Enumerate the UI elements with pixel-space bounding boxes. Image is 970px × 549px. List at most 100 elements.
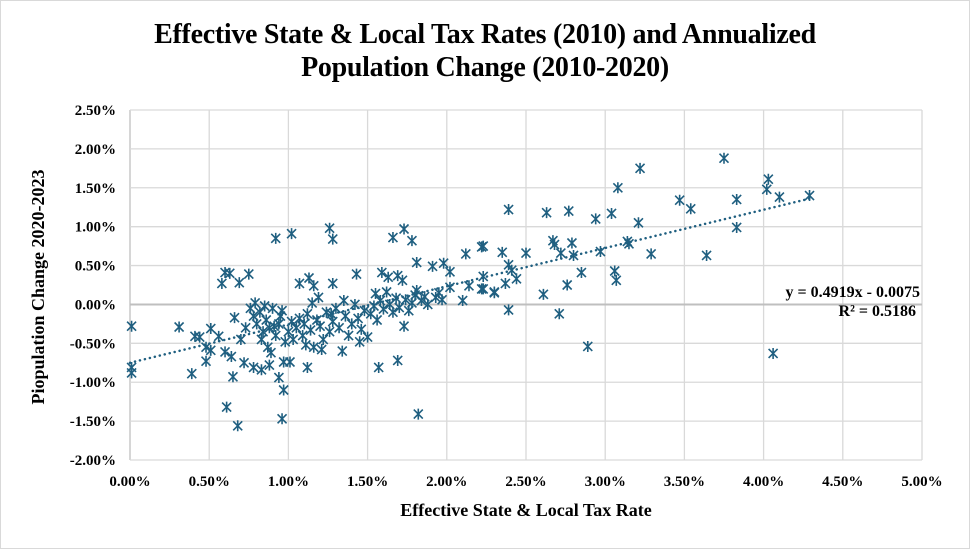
x-tick-label: 4.50% bbox=[822, 474, 863, 490]
data-point bbox=[511, 273, 522, 285]
data-point bbox=[229, 312, 240, 324]
data-point bbox=[194, 331, 205, 343]
data-point bbox=[243, 268, 254, 280]
chart-title: Effective State & Local Tax Rates (2010)… bbox=[0, 18, 970, 84]
data-point bbox=[200, 341, 212, 353]
data-point bbox=[503, 204, 514, 216]
data-point bbox=[250, 297, 261, 309]
data-point bbox=[235, 333, 246, 345]
data-point bbox=[346, 318, 357, 330]
data-point bbox=[444, 281, 456, 293]
trendline-equation: y = 0.4919x - 0.0075 bbox=[786, 284, 920, 301]
data-point bbox=[264, 359, 275, 371]
y-tick-label: 2.50% bbox=[75, 103, 116, 119]
data-point bbox=[240, 322, 251, 334]
y-tick-label: -1.00% bbox=[70, 375, 116, 391]
data-point bbox=[506, 264, 517, 276]
data-point bbox=[280, 336, 291, 348]
y-tick-label: 0.00% bbox=[75, 297, 116, 313]
data-point bbox=[248, 361, 259, 373]
data-point bbox=[356, 323, 367, 335]
data-point bbox=[595, 246, 606, 258]
data-point bbox=[438, 257, 449, 269]
data-point bbox=[256, 333, 267, 345]
data-point bbox=[568, 249, 579, 261]
data-point bbox=[288, 333, 299, 345]
data-point bbox=[291, 322, 302, 334]
data-point bbox=[478, 283, 489, 295]
data-point bbox=[224, 267, 235, 279]
x-tick-label: 3.50% bbox=[664, 474, 705, 490]
data-point bbox=[378, 303, 389, 315]
data-point bbox=[257, 326, 269, 338]
data-point bbox=[538, 288, 549, 300]
data-point bbox=[256, 364, 267, 376]
data-point bbox=[398, 223, 410, 235]
data-point bbox=[609, 265, 620, 277]
data-point bbox=[343, 330, 354, 342]
data-point bbox=[368, 300, 380, 312]
data-point bbox=[381, 286, 392, 298]
data-point bbox=[541, 207, 552, 219]
trendline-line bbox=[128, 197, 813, 365]
data-point bbox=[375, 295, 386, 307]
data-point bbox=[555, 247, 566, 259]
data-point bbox=[286, 316, 297, 328]
x-tick-label: 1.00% bbox=[268, 474, 309, 490]
data-point bbox=[216, 277, 227, 289]
data-point bbox=[326, 308, 337, 320]
data-point bbox=[489, 287, 500, 299]
data-point bbox=[383, 271, 394, 283]
data-point bbox=[411, 256, 422, 268]
y-tick-label: 1.00% bbox=[75, 220, 116, 236]
data-point bbox=[205, 323, 216, 335]
data-point bbox=[804, 190, 815, 202]
data-point bbox=[315, 320, 326, 332]
data-point bbox=[200, 355, 212, 367]
data-point bbox=[622, 235, 633, 247]
data-point bbox=[334, 322, 345, 334]
data-point bbox=[318, 333, 329, 345]
data-point bbox=[731, 221, 742, 233]
data-point bbox=[359, 305, 370, 317]
data-point bbox=[554, 308, 565, 320]
data-point bbox=[362, 331, 373, 343]
data-point bbox=[327, 233, 338, 245]
data-point bbox=[270, 232, 281, 244]
data-point bbox=[436, 294, 448, 306]
y-tick-label: 1.50% bbox=[75, 181, 116, 197]
data-point bbox=[174, 321, 185, 333]
data-point bbox=[259, 300, 270, 312]
x-tick-label: 5.00% bbox=[901, 474, 942, 490]
data-point bbox=[221, 401, 232, 413]
chart-title-line1: Effective State & Local Tax Rates (2010)… bbox=[154, 19, 816, 50]
data-point bbox=[731, 193, 742, 205]
x-tick-label: 0.00% bbox=[109, 474, 150, 490]
data-point bbox=[606, 207, 617, 219]
x-axis-ticks: 0.00% 0.50% 1.00% 1.50% 2.00% 2.50% 3.00% 3.50%… bbox=[109, 474, 942, 490]
data-point bbox=[308, 341, 319, 353]
x-tick-label: 2.50% bbox=[505, 474, 546, 490]
data-point bbox=[294, 277, 305, 289]
data-point bbox=[549, 239, 560, 251]
trendline bbox=[128, 197, 813, 365]
data-point bbox=[503, 304, 514, 316]
y-tick-label: -2.00% bbox=[70, 453, 116, 469]
data-point bbox=[387, 306, 399, 318]
x-tick-label: 3.00% bbox=[585, 474, 626, 490]
data-point bbox=[400, 294, 411, 306]
data-point bbox=[213, 330, 224, 342]
data-point bbox=[324, 326, 335, 338]
data-point bbox=[126, 367, 137, 379]
data-point bbox=[251, 318, 262, 330]
data-point bbox=[327, 277, 338, 289]
data-point bbox=[763, 173, 774, 185]
data-point bbox=[265, 347, 277, 359]
data-point bbox=[267, 302, 278, 314]
data-point bbox=[340, 310, 351, 322]
y-axis-title: Piopulation Change 2020-2023 bbox=[28, 169, 48, 404]
y-tick-label: -1.50% bbox=[70, 414, 116, 430]
data-point bbox=[324, 222, 335, 234]
y-tick-label: -0.50% bbox=[70, 336, 116, 352]
data-point bbox=[520, 247, 532, 259]
